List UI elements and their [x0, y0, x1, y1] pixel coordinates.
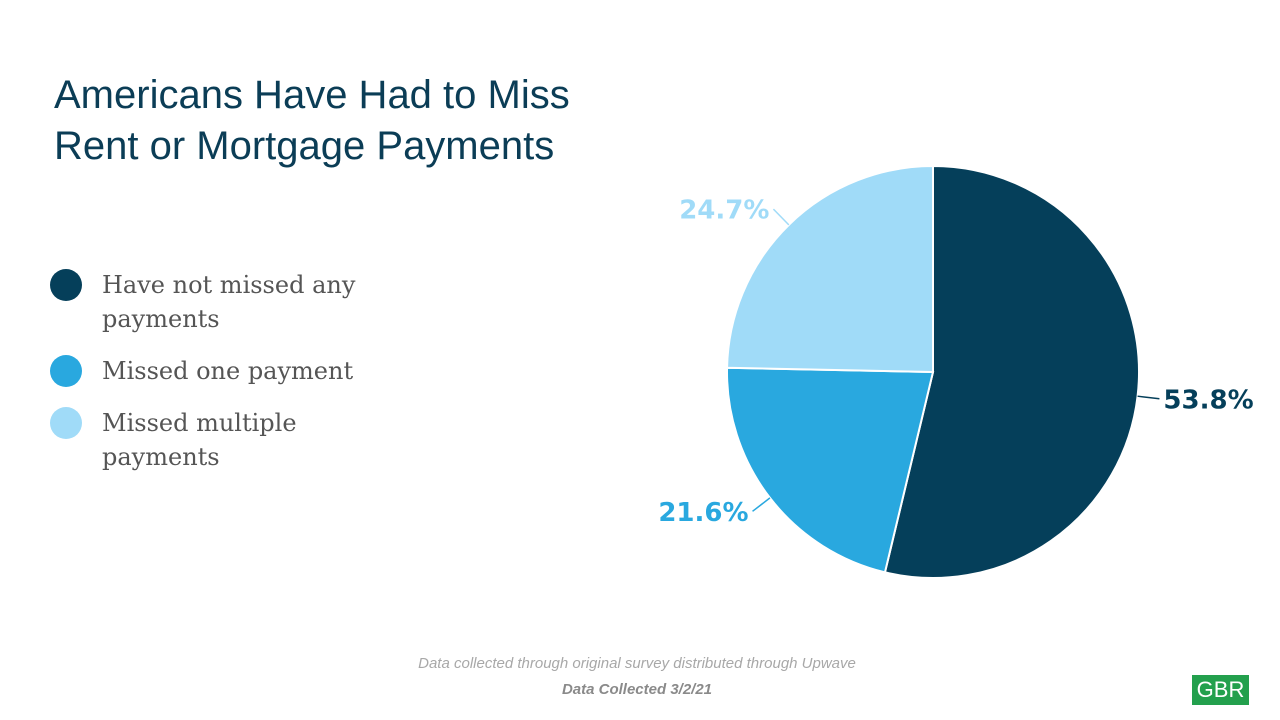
legend-swatch	[50, 407, 82, 439]
data-label: 53.8%	[1163, 385, 1253, 415]
data-label: 24.7%	[679, 196, 769, 226]
legend-swatch	[50, 269, 82, 301]
leader-line	[772, 208, 790, 226]
legend-label: Missed multiple payments	[102, 409, 297, 471]
leader-line	[1137, 395, 1160, 400]
leader-line	[752, 497, 771, 512]
title-line-2: Rent or Mortgage Payments	[54, 124, 555, 168]
gbr-logo: GBR	[1192, 675, 1249, 705]
source-note: Data collected through original survey d…	[418, 655, 856, 672]
legend-item: Missed one payment	[50, 354, 392, 388]
legend-item: Missed multiple payments	[50, 406, 392, 474]
legend-swatch	[50, 355, 82, 387]
legend-label: Have not missed any payments	[102, 271, 356, 333]
data-label: 21.6%	[658, 498, 748, 528]
legend-label: Missed one payment	[102, 357, 354, 385]
title-line-1: Americans Have Had to Miss	[54, 73, 570, 117]
chart-title: Americans Have Had to Miss Rent or Mortg…	[54, 70, 570, 172]
legend: Have not missed any payments Missed one …	[50, 268, 392, 492]
legend-item: Have not missed any payments	[50, 268, 392, 336]
pie-slice	[726, 164, 934, 374]
pie-slice	[883, 164, 1140, 579]
date-note: Data Collected 3/2/21	[561, 681, 713, 698]
